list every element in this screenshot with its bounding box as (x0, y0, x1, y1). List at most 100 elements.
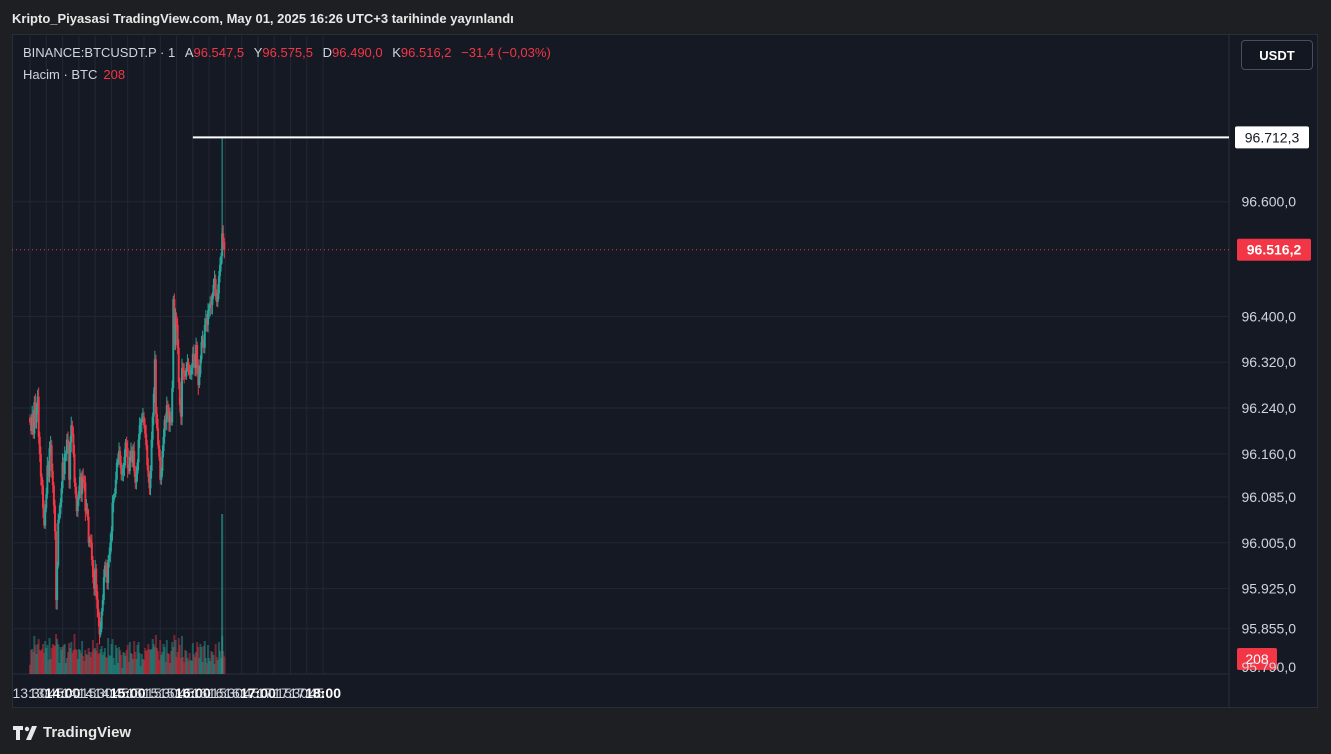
candle-body (59, 502, 62, 515)
volume-bar (194, 657, 197, 674)
candle-body (128, 456, 131, 472)
candle-body (57, 519, 60, 566)
volume-bar (191, 643, 194, 674)
volume-bar (61, 647, 64, 674)
candle-body (46, 465, 49, 495)
candle-body (56, 565, 59, 601)
candle-body (162, 436, 165, 452)
candle-body (165, 405, 168, 423)
candle-body (214, 279, 217, 297)
candlestick-chart[interactable]: 96.712,3 96.516,2 208 96.600,0 96.400,0 96.3… (12, 34, 1318, 708)
candle-body (65, 439, 68, 454)
candle-body (176, 324, 179, 348)
candle-body (191, 353, 194, 368)
candle-body (163, 419, 166, 437)
time-tick-label: 14:45 (94, 685, 129, 701)
volume-bar (128, 642, 131, 674)
candle-body (32, 413, 35, 434)
candle-body (153, 359, 156, 394)
candle-body (120, 462, 123, 474)
candle-body (127, 468, 130, 472)
price-tick-label: 96.160,0 (1242, 446, 1297, 462)
candle-body (151, 416, 154, 440)
candle-body (49, 445, 52, 449)
candle-body (210, 302, 213, 305)
candle-body (68, 445, 71, 480)
candle-body (183, 370, 186, 374)
volume-bar (43, 653, 46, 674)
volume-bar (151, 639, 154, 674)
candle-body (169, 416, 172, 423)
candle-body (222, 233, 225, 242)
candle-body (114, 479, 117, 495)
candle-body (190, 367, 193, 374)
volume-bar (109, 656, 112, 674)
volume-bar (166, 653, 169, 674)
candle-body (141, 416, 144, 420)
volume-bar (187, 661, 190, 674)
candle-body (148, 476, 151, 489)
candle-body (195, 345, 198, 368)
candle-body (170, 416, 173, 423)
candle-body (173, 299, 176, 346)
candle-body (202, 339, 205, 348)
volume-bar (47, 660, 50, 674)
candle-body (171, 388, 174, 423)
volume-bar (208, 658, 211, 674)
candle-body (40, 476, 43, 486)
volume-bar (81, 641, 84, 674)
time-tick-label: 17:15 (257, 685, 292, 701)
volume-bar (145, 651, 148, 674)
time-axis: 13:3013:4514:0014:1514:3014:4515:0015:15… (12, 685, 341, 701)
volume-bar (112, 658, 115, 674)
time-tick-label: 17:30 (273, 685, 308, 701)
candle-body (138, 425, 141, 440)
volume-bar (201, 662, 204, 674)
volume-bar (196, 642, 199, 674)
candle-body (85, 508, 88, 512)
open-key: A (184, 45, 194, 60)
candle-body (133, 451, 136, 472)
volume-bar (42, 644, 45, 674)
time-tick-label: 15:45 (159, 685, 194, 701)
volume-bar (58, 663, 61, 674)
volume-bar (183, 662, 186, 674)
volume-bar (49, 659, 52, 674)
tradingview-logo-text: TradingView (43, 724, 132, 741)
volume-bar (215, 657, 218, 674)
time-tick-label: 16:30 (208, 685, 243, 701)
candles (29, 137, 226, 645)
price-tick-label: 96.085,0 (1242, 489, 1297, 505)
candle-body (74, 482, 77, 495)
volume-bar (148, 649, 151, 674)
candle-body (180, 367, 183, 417)
volume-bar (88, 652, 91, 674)
candle-body (186, 362, 189, 368)
candle-body (124, 442, 127, 457)
time-tick-label: 15:15 (126, 685, 161, 701)
high-key: Y (253, 45, 263, 60)
volume-bar (123, 653, 126, 674)
candle-body (63, 453, 66, 474)
price-tick-label: 96.240,0 (1242, 400, 1297, 416)
tradingview-logo[interactable]: TradingView (13, 724, 131, 741)
volume-bar (121, 668, 124, 674)
volume-bar (34, 645, 37, 674)
volume-bar (212, 655, 215, 674)
currency-button[interactable]: USDT (1241, 40, 1313, 70)
time-tick-label: 13:30 (12, 685, 47, 701)
candle-body (215, 296, 218, 303)
volume-bar (144, 648, 147, 674)
symbol-label[interactable]: BINANCE:BTCUSDT.P · 1 (23, 45, 176, 60)
candle-body (75, 494, 78, 512)
volume-legend-label[interactable]: Hacim · BTC (23, 67, 98, 82)
price-tick-label: 96.005,0 (1242, 535, 1297, 551)
candle-body (76, 499, 79, 512)
volume-bar (85, 654, 88, 674)
candle-body (132, 451, 135, 463)
price-tick-label: 96.600,0 (1242, 194, 1297, 210)
volume-bar (57, 644, 60, 674)
candle-body (147, 465, 150, 477)
candle-body (106, 571, 109, 583)
close-value: 96.516,2 (400, 45, 452, 60)
